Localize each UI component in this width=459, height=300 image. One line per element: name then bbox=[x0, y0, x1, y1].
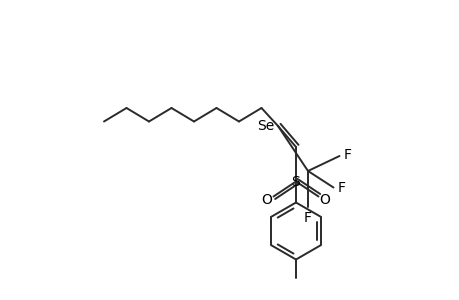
Text: Se: Se bbox=[257, 119, 274, 133]
Text: O: O bbox=[319, 194, 330, 207]
Text: F: F bbox=[303, 212, 311, 226]
Text: S: S bbox=[291, 175, 300, 188]
Text: F: F bbox=[343, 148, 351, 162]
Text: O: O bbox=[261, 194, 272, 207]
Text: F: F bbox=[337, 182, 345, 195]
